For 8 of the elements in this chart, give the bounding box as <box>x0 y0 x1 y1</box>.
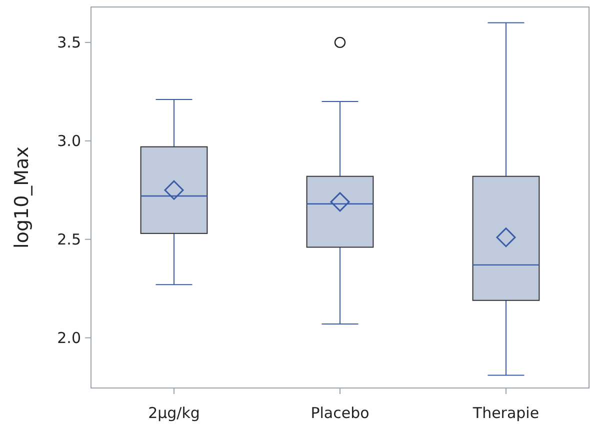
y-tick-label: 3.5 <box>57 34 81 52</box>
y-tick-label: 2.5 <box>57 230 81 249</box>
x-tick-label: Placebo <box>310 404 370 422</box>
x-tick-label: 2µg/kg <box>148 404 200 422</box>
x-tick-label: Therapie <box>472 404 540 422</box>
y-axis-title: log10_Max <box>11 146 33 248</box>
y-tick-label: 2.0 <box>57 329 81 348</box>
y-tick-label: 3.0 <box>57 132 81 150</box>
